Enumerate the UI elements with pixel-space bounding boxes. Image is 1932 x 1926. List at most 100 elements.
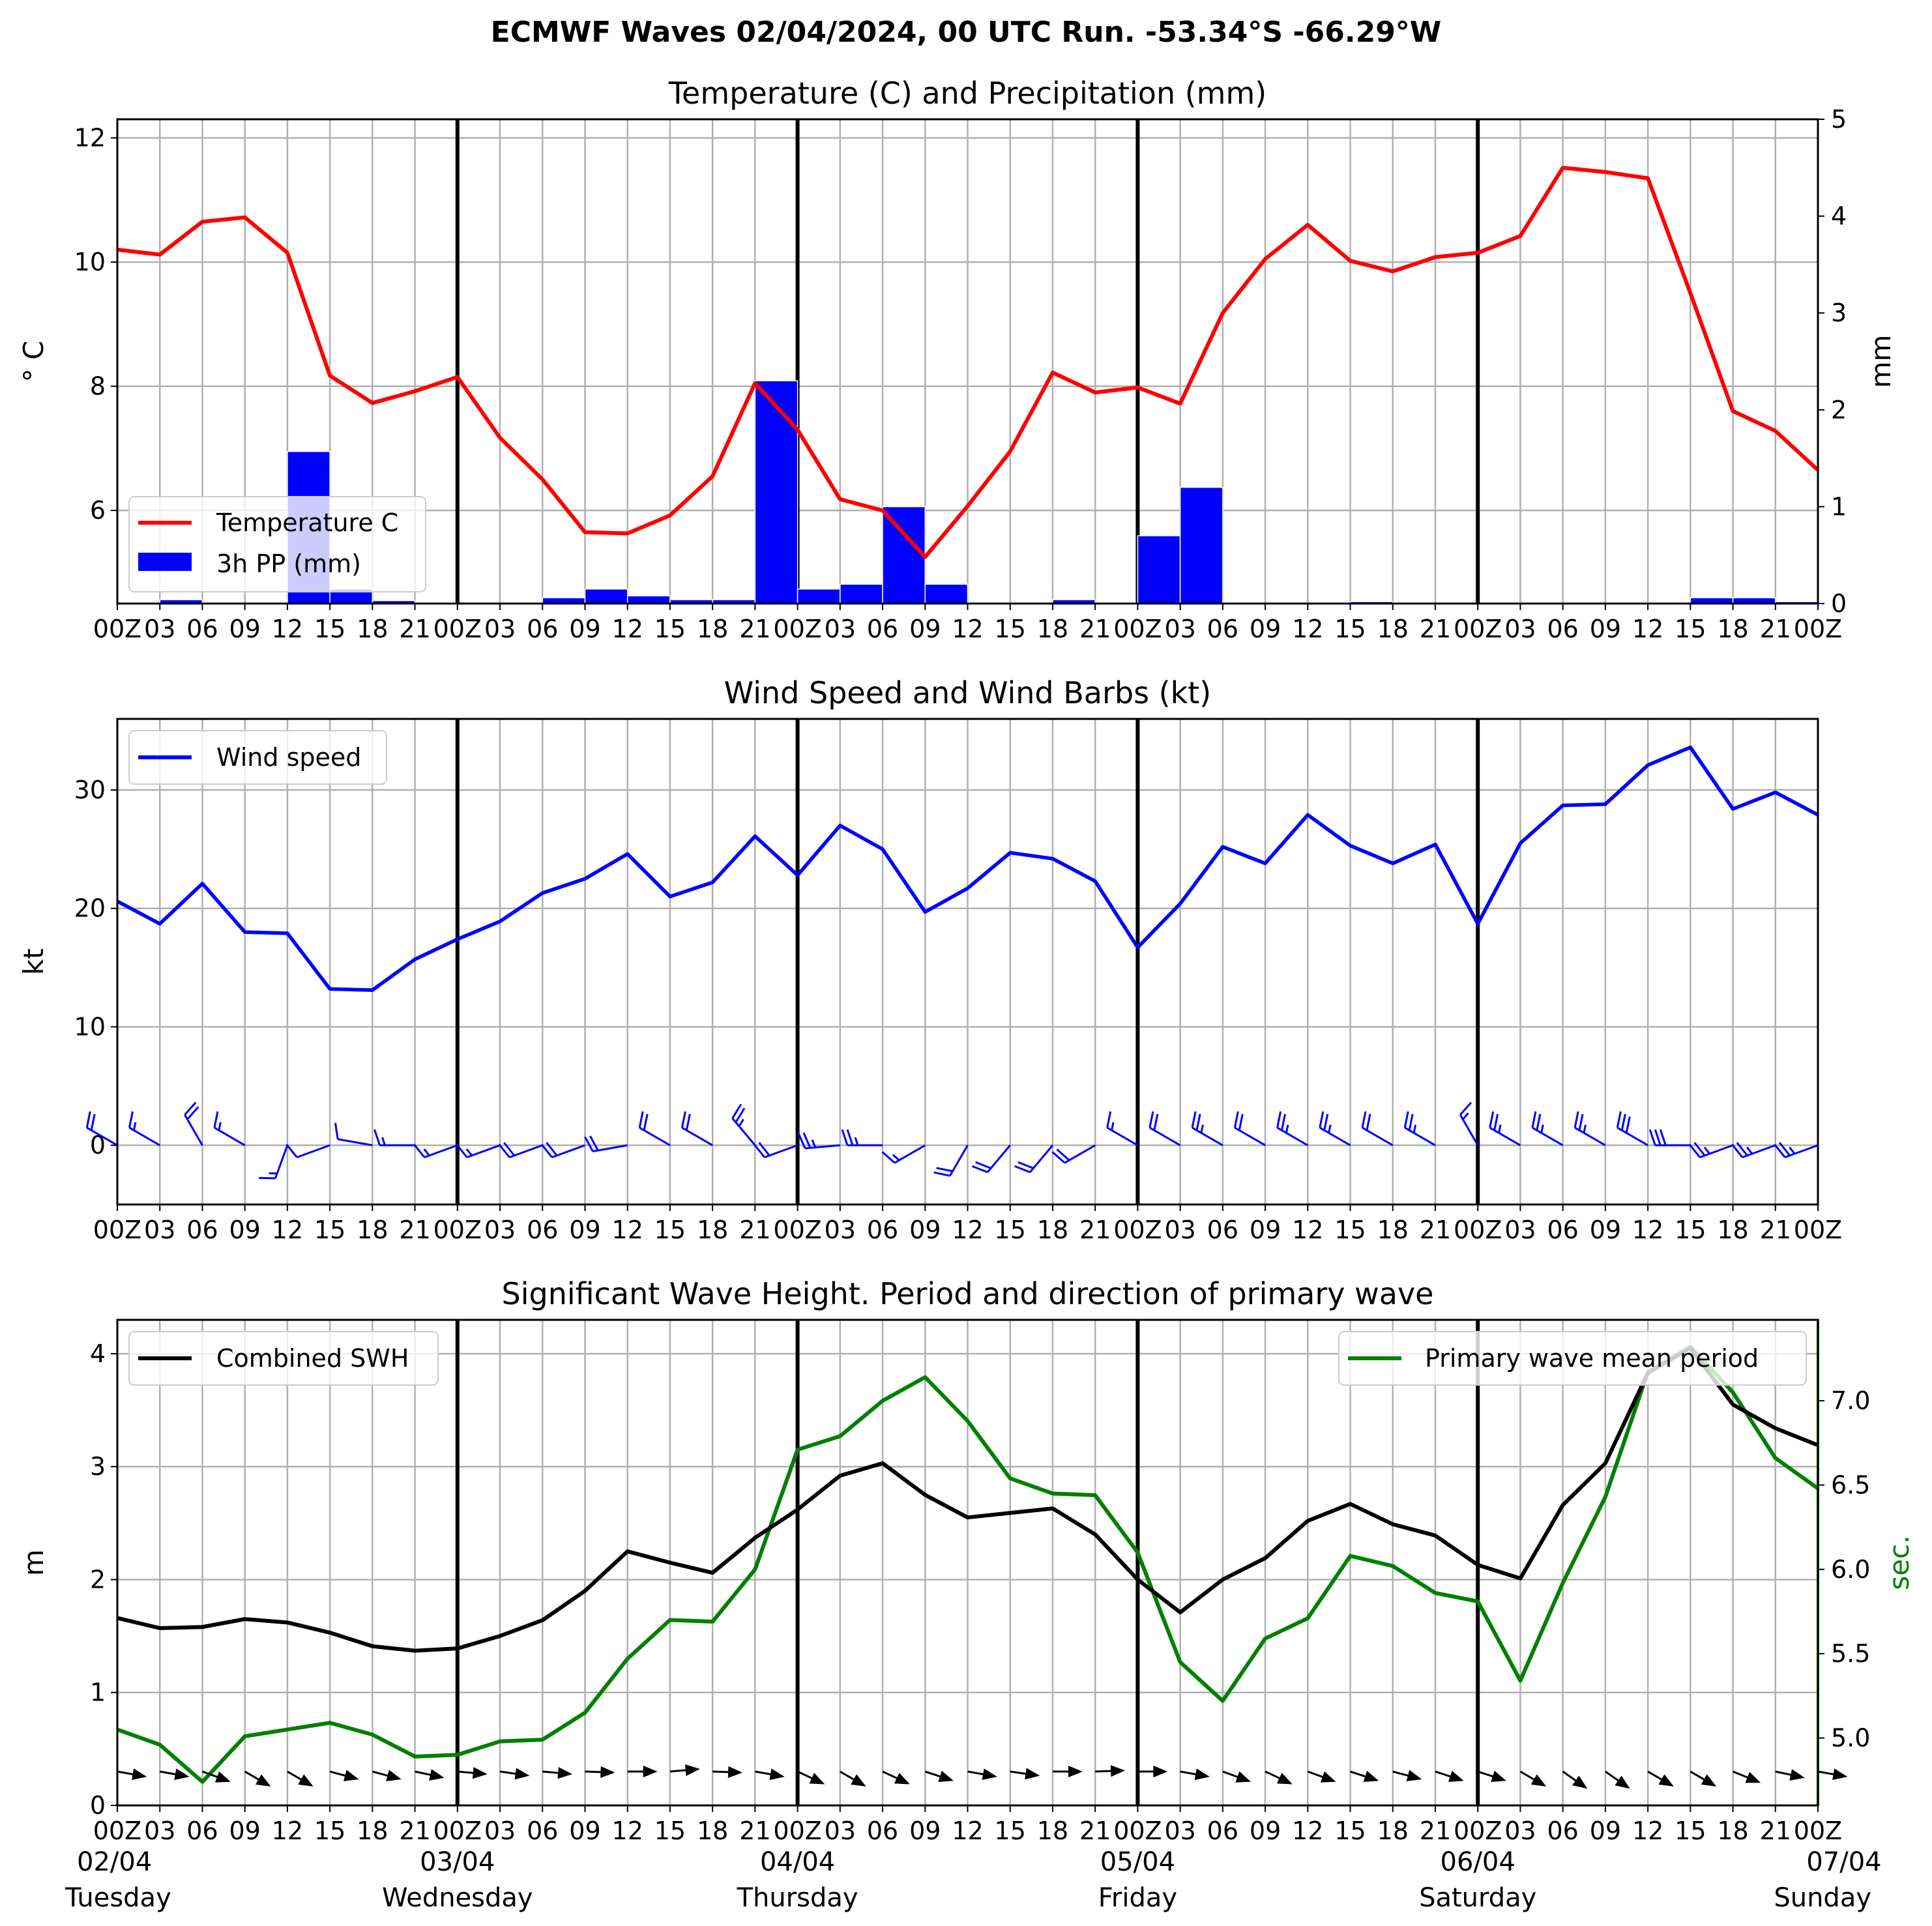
x-tick-label: 18 xyxy=(697,615,728,643)
wind-barb-flag xyxy=(85,1111,91,1128)
wind-barb xyxy=(498,1142,543,1159)
wind-barb xyxy=(1774,1142,1819,1159)
wind-barb-flag xyxy=(1056,1148,1070,1161)
wind-barb xyxy=(731,1103,756,1146)
x-tick-label: 15 xyxy=(995,615,1026,643)
wave-direction-arrow xyxy=(1605,1770,1630,1789)
arrow-head xyxy=(214,1771,231,1783)
wind-barb-flag xyxy=(1403,1111,1409,1128)
x-tick-label: 03 xyxy=(144,1817,175,1845)
wind-barb-flag xyxy=(1493,1114,1499,1131)
arrow-head xyxy=(1025,1768,1040,1780)
wind-barb-shaft xyxy=(639,1126,671,1146)
x-tick-label: 00Z xyxy=(433,615,482,643)
x-tick-label: 12 xyxy=(272,615,303,643)
x-tick-label: 09 xyxy=(229,615,260,643)
wind-barb-flag xyxy=(1153,1114,1159,1131)
arrow-head xyxy=(514,1768,530,1780)
y-tick-label: 2 xyxy=(90,1565,106,1594)
legend-label-wind: Wind speed xyxy=(216,743,361,772)
wind-barb xyxy=(1361,1111,1394,1146)
precip-bar xyxy=(797,588,841,604)
wave-direction-arrow xyxy=(627,1766,658,1778)
wind-barb-flag xyxy=(797,1133,806,1149)
wind-barb-flag xyxy=(1051,1151,1066,1164)
x-tick-label: 03 xyxy=(484,1817,516,1845)
day-label-date: 02/04 xyxy=(77,1847,152,1877)
x-tick-label: 00Z xyxy=(1454,615,1502,643)
x-tick-label: 12 xyxy=(952,1216,983,1244)
wind-barb-half-flag xyxy=(1789,1146,1796,1155)
wind-barb xyxy=(1051,1144,1096,1164)
wind-barb xyxy=(1403,1111,1436,1146)
wind-barb-shaft xyxy=(1617,1126,1648,1146)
wind-barb-flag xyxy=(1620,1114,1626,1131)
x-tick-label: 00Z xyxy=(1113,1817,1162,1845)
wind-barb-flag xyxy=(1536,1114,1542,1131)
wind-barb-flag xyxy=(1319,1111,1325,1128)
x-tick-label: 06 xyxy=(867,1817,898,1845)
x-tick-label: 03 xyxy=(484,1216,516,1244)
wind-barb-shaft xyxy=(894,1144,926,1164)
wind-barb xyxy=(797,1132,840,1150)
wind-barb-flag xyxy=(1191,1111,1197,1128)
legend: Temperature C 3h PP (mm) xyxy=(128,496,426,592)
wind-barb xyxy=(213,1111,246,1146)
wind-barb-shaft xyxy=(551,1144,585,1159)
wind-barb-flag xyxy=(1276,1111,1282,1128)
x-tick-label: 15 xyxy=(1334,1817,1366,1845)
wind-barb-shaft xyxy=(424,1144,458,1159)
wind-barb-flag xyxy=(1361,1111,1367,1128)
wave-direction-arrow xyxy=(1647,1770,1674,1787)
wave-direction-arrow xyxy=(329,1770,359,1781)
wave-direction-arrow xyxy=(840,1770,866,1787)
x-tick-label: 18 xyxy=(697,1817,728,1845)
temperature-line xyxy=(117,166,1820,559)
day-label-weekday: Wednesday xyxy=(382,1883,533,1913)
wind-barb-flag xyxy=(1408,1114,1414,1131)
wind-barb-flag xyxy=(1459,1102,1472,1116)
wind-barb-flag xyxy=(802,1132,812,1148)
x-tick-label: 15 xyxy=(654,615,686,643)
wind-barb xyxy=(456,1143,501,1159)
wind-barb-flag xyxy=(584,1136,594,1152)
wind-barb xyxy=(413,1143,458,1159)
wave-direction-arrow xyxy=(1732,1770,1761,1783)
wave-direction-arrow xyxy=(1222,1770,1251,1783)
y-right-tick-label: 5.0 xyxy=(1831,1724,1870,1753)
x-tick-label: 09 xyxy=(1250,1216,1281,1244)
wind-barb-flag xyxy=(1578,1114,1584,1131)
wind-barb-shaft xyxy=(1489,1126,1521,1146)
wind-barb-flag xyxy=(638,1111,644,1128)
arrow-head xyxy=(429,1769,445,1781)
wind-barb-flag xyxy=(90,1114,96,1131)
y-tick-label: 8 xyxy=(90,372,106,401)
arrow-head xyxy=(1615,1775,1630,1789)
day-label-date: 03/04 xyxy=(420,1847,495,1877)
x-tick-label: 09 xyxy=(229,1817,260,1845)
wind-barb xyxy=(1688,1142,1734,1159)
wind-barb-flag xyxy=(1366,1114,1371,1131)
wind-barb-shaft xyxy=(1276,1126,1309,1146)
x-tick-label: 15 xyxy=(1675,615,1706,643)
arrow-head xyxy=(1658,1774,1674,1787)
precip-bar xyxy=(584,588,628,604)
wind-barb-flag xyxy=(1238,1114,1244,1131)
arrow-head xyxy=(1572,1775,1588,1789)
y-right-axis-label: sec. xyxy=(1883,1535,1915,1590)
x-tick-label: 18 xyxy=(1037,615,1068,643)
arrow-head xyxy=(298,1774,314,1787)
wind-barb-half-flag xyxy=(1703,1146,1711,1155)
wind-barb-flag xyxy=(1280,1114,1287,1131)
wind-barb-shaft xyxy=(1532,1126,1564,1146)
y-right-tick-label: 6.5 xyxy=(1831,1471,1870,1500)
wave-direction-arrow xyxy=(372,1770,402,1781)
wind-barb xyxy=(584,1135,628,1153)
y-right-tick-label: 1 xyxy=(1831,492,1847,521)
x-tick-label: 00Z xyxy=(1794,1216,1842,1244)
wind-barb-flag xyxy=(1149,1111,1154,1128)
y-tick-label: 0 xyxy=(90,1131,106,1160)
x-tick-label: 06 xyxy=(1547,1216,1578,1244)
x-tick-label: 03 xyxy=(144,1216,175,1244)
